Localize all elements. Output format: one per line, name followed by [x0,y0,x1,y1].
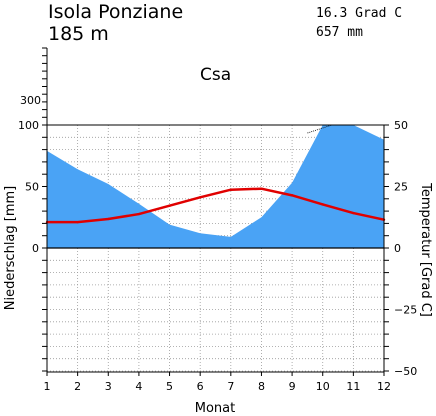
temperature-point-7 [229,188,233,191]
x-tick-label-6: 6 [197,380,204,393]
temperature-point-3 [107,217,110,221]
temperature-point-10 [321,203,324,206]
x-tick-label-12: 12 [377,380,391,393]
x-tick-label-1: 1 [44,380,51,393]
right-tick-label-0: 0 [394,242,401,255]
temperature-point-6 [198,196,202,199]
mean-temperature: 16.3 Grad C [316,6,402,21]
temperature-point-9 [290,194,294,197]
right-tick-label--50: −50 [394,365,417,378]
right-tick-label-25: 25 [394,181,408,194]
right-axis-label: Temperatur [Grad C] [418,182,433,317]
left-tick-label-0: 0 [32,242,39,255]
temperature-point-11 [352,211,355,215]
left-tick-label-100: 100 [18,119,39,132]
precipitation-area [47,125,384,248]
temperature-line [47,187,385,224]
temperature-point-2 [76,220,79,224]
x-tick-label-2: 2 [74,380,81,393]
x-tick-label-8: 8 [258,380,265,393]
x-tick-label-11: 11 [346,380,360,393]
x-axis-label: Monat [195,401,235,416]
x-tick-label-5: 5 [166,380,173,393]
temperature-point-8 [260,187,263,190]
right-tick-label-50: 50 [394,119,408,132]
x-tick-label-10: 10 [316,380,330,393]
x-tick-label-3: 3 [105,380,112,393]
station-name: Isola Ponziane [48,1,183,23]
annual-precipitation: 657 mm [316,25,363,40]
x-tick-label-9: 9 [289,380,296,393]
data-layer [45,124,386,248]
temperature-point-4 [137,212,141,216]
precipitation-scale-marker [307,124,333,134]
right-tick-label--25: −25 [394,304,417,317]
axes [42,47,389,376]
x-tick-label-7: 7 [227,380,234,393]
left-tick-label-upper: 300 [20,94,41,107]
x-tick-label-4: 4 [135,380,142,393]
left-axis-label: Niederschlag [mm] [3,186,18,311]
left-tick-label-50: 50 [25,181,39,194]
station-elevation: 185 m [48,23,109,45]
temperature-point-5 [168,204,171,207]
climate-class-label: Csa [200,65,231,85]
